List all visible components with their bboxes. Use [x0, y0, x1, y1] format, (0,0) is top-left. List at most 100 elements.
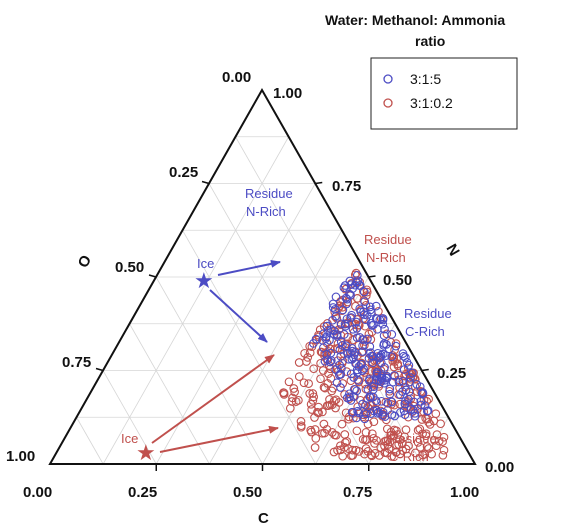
- scatter-point-3-1-5: [348, 324, 358, 334]
- scatter-point-3-1-0-2: [305, 348, 315, 358]
- scatter-point-3-1-0-2: [418, 429, 427, 439]
- grid-line: [102, 370, 157, 465]
- scatter-point-3-1-0-2: [290, 387, 299, 397]
- n-tick-mark: [421, 368, 429, 372]
- scatter-point-3-1-0-2: [308, 396, 318, 405]
- scatter-point-3-1-5: [351, 317, 361, 327]
- scatter-point-3-1-0-2: [384, 444, 394, 454]
- scatter-point-3-1-5: [348, 407, 357, 417]
- scatter-point-3-1-5: [400, 399, 410, 409]
- scatter-point-3-1-0-2: [304, 379, 313, 388]
- residue-nrich-red-line1: Residue: [364, 232, 412, 247]
- residue-nrich-blue-line1: Residue: [245, 186, 293, 201]
- scatter-point-3-1-5: [364, 354, 374, 363]
- scatter-point-3-1-5: [379, 340, 388, 350]
- scatter-point-3-1-5: [354, 408, 364, 418]
- scatter-point-3-1-0-2: [313, 407, 322, 417]
- scatter-point-3-1-0-2: [305, 389, 315, 398]
- scatter-point-3-1-5: [336, 351, 346, 361]
- scatter-point-3-1-5: [407, 368, 417, 378]
- scatter-point-3-1-5: [383, 398, 393, 408]
- arrow-ice-to-crich-red: [151, 354, 275, 444]
- scatter-point-3-1-5: [385, 389, 395, 399]
- scatter-point-3-1-0-2: [424, 394, 433, 404]
- scatter-point-3-1-5: [380, 363, 389, 372]
- c-tick-label: 0.50: [233, 484, 262, 501]
- scatter-point-3-1-5: [338, 341, 347, 350]
- scatter-point-3-1-0-2: [394, 370, 403, 380]
- scatter-point-3-1-0-2: [401, 444, 411, 454]
- scatter-point-3-1-5: [361, 315, 371, 325]
- scatter-point-3-1-5: [409, 397, 419, 407]
- scatter-point-3-1-0-2: [413, 438, 423, 447]
- grid-line: [182, 230, 316, 465]
- scatter-point-3-1-5: [347, 310, 356, 320]
- scatter-point-3-1-0-2: [324, 369, 333, 378]
- scatter-point-3-1-5: [345, 392, 354, 402]
- scatter-point-3-1-5: [372, 367, 382, 377]
- scatter-point-3-1-0-2: [294, 372, 304, 381]
- scatter-point-3-1-5: [356, 359, 366, 369]
- scatter-point-3-1-0-2: [416, 442, 425, 452]
- scatter-point-3-1-5: [359, 287, 369, 297]
- scatter-point-3-1-0-2: [307, 405, 317, 414]
- grid-line: [129, 323, 210, 465]
- scatter-point-3-1-0-2: [346, 451, 356, 461]
- scatter-point-3-1-5: [391, 341, 401, 351]
- n-tick-mark: [368, 275, 376, 278]
- scatter-point-3-1-5: [335, 345, 345, 355]
- scatter-point-3-1-5: [387, 410, 397, 420]
- grid-line: [209, 230, 343, 465]
- scatter-point-3-1-5: [390, 371, 399, 380]
- scatter-point-3-1-5: [394, 377, 404, 387]
- scatter-point-3-1-0-2: [331, 395, 341, 405]
- residue-crich-red-line1: Residue: [389, 431, 437, 446]
- scatter-point-3-1-5: [345, 289, 354, 299]
- scatter-point-3-1-5: [357, 366, 367, 376]
- scatter-point-3-1-5: [311, 334, 321, 344]
- o-tick-mark: [201, 180, 210, 185]
- scatter-point-3-1-0-2: [370, 448, 380, 458]
- scatter-point-3-1-0-2: [306, 399, 316, 409]
- scatter-point-3-1-0-2: [354, 447, 364, 456]
- scatter-point-3-1-0-2: [318, 407, 327, 417]
- scatter-point-3-1-0-2: [415, 424, 425, 434]
- scatter-point-3-1-0-2: [360, 449, 369, 459]
- scatter-point-3-1-0-2: [340, 430, 350, 439]
- scatter-point-3-1-5: [328, 299, 338, 309]
- c-tick-label: 0.00: [23, 484, 52, 501]
- scatter-point-3-1-5: [325, 357, 335, 367]
- scatter-point-3-1-0-2: [336, 441, 345, 451]
- scatter-point-3-1-5: [398, 376, 408, 386]
- o-axis-title: O: [75, 252, 96, 271]
- scatter-point-3-1-5: [349, 392, 359, 401]
- scatter-point-3-1-0-2: [311, 434, 321, 443]
- scatter-point-3-1-0-2: [323, 379, 333, 388]
- scatter-point-3-1-0-2: [439, 445, 449, 455]
- scatter-point-3-1-0-2: [319, 419, 329, 429]
- scatter-point-3-1-0-2: [362, 287, 372, 297]
- n-tick-label: 0.00: [485, 459, 514, 476]
- scatter-point-3-1-0-2: [287, 397, 297, 406]
- residue-crich-blue-line1: Residue: [404, 306, 452, 321]
- scatter-point-3-1-0-2: [364, 329, 374, 339]
- o-tick-mark: [95, 367, 104, 372]
- scatter-point-3-1-5: [377, 396, 386, 406]
- scatter-point-3-1-5: [336, 319, 346, 329]
- scatter-point-3-1-0-2: [438, 437, 447, 446]
- scatter-point-3-1-5: [361, 400, 370, 410]
- scatter-point-3-1-5: [378, 319, 388, 329]
- scatter-point-3-1-5: [339, 283, 349, 293]
- scatter-point-3-1-5: [349, 373, 359, 382]
- scatter-point-3-1-0-2: [422, 442, 432, 451]
- scatter-point-3-1-5: [374, 407, 383, 417]
- ice-label-red: Ice: [121, 431, 138, 446]
- scatter-point-3-1-5: [353, 276, 363, 286]
- legend-box: [370, 57, 518, 130]
- scatter-point-3-1-5: [423, 406, 433, 415]
- scatter-point-3-1-5: [416, 397, 426, 406]
- ice-star-blue: ★: [194, 269, 214, 294]
- scatter-point-3-1-5: [374, 376, 384, 385]
- scatter-point-3-1-5: [365, 342, 375, 351]
